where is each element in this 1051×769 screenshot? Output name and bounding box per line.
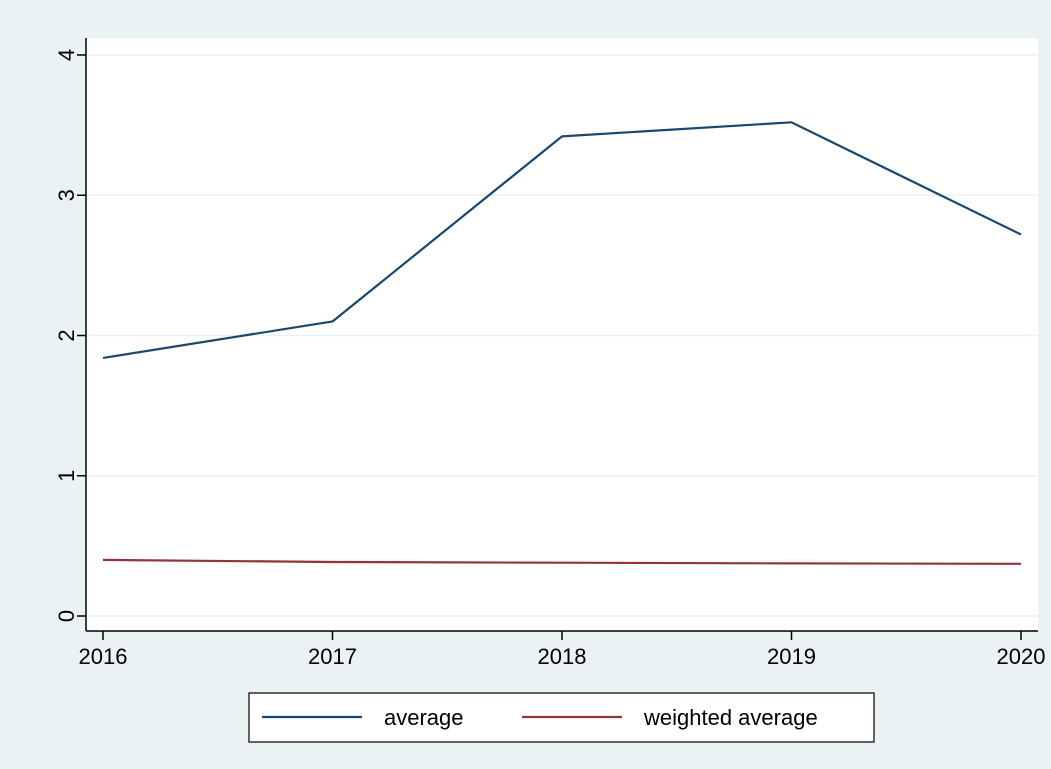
y-tick-label: 4	[54, 49, 79, 61]
y-tick-label: 1	[54, 470, 79, 482]
x-tick-label: 2016	[79, 644, 128, 669]
axes: 0 1 2 3 4 2016 2017 2018 2019 2020	[54, 38, 1046, 669]
legend: average weighted average	[248, 692, 875, 743]
legend-label-1: weighted average	[643, 705, 818, 730]
plot-area	[86, 38, 1038, 631]
series-line-weighted-average	[102, 558, 1022, 565]
x-tick-label: 2018	[538, 644, 587, 669]
legend-label-0: average	[384, 705, 464, 730]
y-tick-label: 2	[54, 329, 79, 341]
y-tick-label: 0	[54, 610, 79, 622]
series-line-average	[102, 121, 1022, 360]
series-lines	[102, 121, 1022, 565]
x-tick-label: 2020	[997, 644, 1046, 669]
y-tick-label: 3	[54, 189, 79, 201]
x-tick-label: 2019	[767, 644, 816, 669]
x-tick-label: 2017	[308, 644, 357, 669]
